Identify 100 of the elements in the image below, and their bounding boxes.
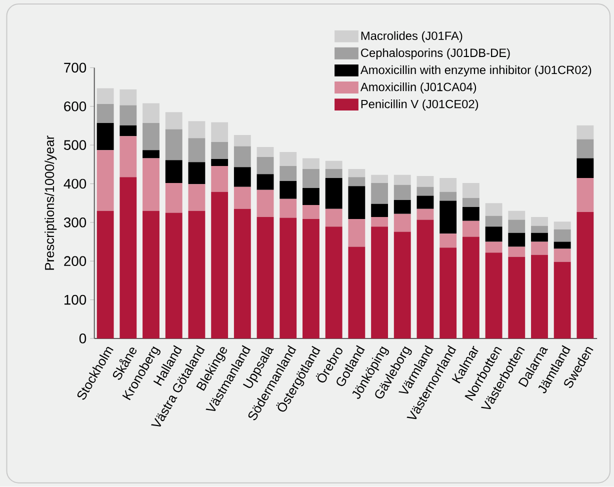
bar: [508, 220, 526, 233]
bar: [211, 142, 228, 160]
bar: [142, 103, 160, 124]
y-tick-label: 0: [79, 334, 86, 344]
bar: [576, 139, 594, 158]
bar: [234, 208, 251, 339]
bar: [325, 169, 342, 178]
legend-label: Amoxicillin (J01CA04): [360, 82, 476, 94]
bar: [531, 217, 548, 226]
bar: [280, 181, 297, 199]
y-tick-label: 700: [64, 62, 86, 73]
bar: [440, 192, 457, 201]
bar: [508, 256, 526, 339]
bar: [142, 150, 160, 158]
bar: [234, 135, 251, 146]
bar: [348, 169, 366, 178]
bar: [462, 183, 480, 198]
bar: [576, 178, 594, 212]
bar: [440, 178, 457, 192]
bar: [508, 232, 526, 247]
bar: [348, 186, 366, 220]
bar: [576, 212, 594, 339]
bar: [462, 236, 480, 339]
bar: [120, 105, 137, 126]
bar: [302, 205, 320, 220]
bar: [256, 174, 274, 190]
bar: [120, 89, 137, 106]
bar: [416, 186, 434, 196]
bar: [302, 219, 320, 339]
bar: [485, 203, 502, 216]
bar: [165, 212, 182, 339]
bar: [416, 220, 434, 339]
y-tick-label: 200: [64, 256, 86, 266]
bar: [394, 214, 411, 232]
legend-label: Cephalosporins (J01DB-DE): [361, 48, 510, 60]
bar: [96, 210, 114, 339]
bar: [256, 157, 274, 174]
bar: [188, 210, 206, 339]
bar: [280, 218, 297, 339]
bar: [508, 246, 526, 257]
bar: [554, 242, 571, 249]
bar: [256, 190, 274, 218]
bar: [142, 210, 160, 339]
legend-label: Amoxicillin with enzyme inhibitor (J01CR02): [360, 65, 592, 77]
bar: [234, 186, 251, 209]
bar: [554, 262, 571, 339]
y-tick-label: 100: [64, 294, 86, 305]
bar: [302, 169, 320, 188]
bar: [165, 183, 182, 213]
bar: [371, 183, 388, 204]
bar: [416, 196, 434, 209]
bar: [462, 207, 480, 221]
y-tick-label: 400: [64, 178, 86, 189]
bar: [280, 198, 297, 218]
bar: [256, 217, 274, 339]
bar: [325, 178, 342, 209]
bar: [120, 177, 137, 339]
bar: [325, 161, 342, 170]
legend-label: Penicillin V (J01CE02): [361, 100, 478, 111]
bar: [462, 198, 480, 208]
bar: [394, 174, 411, 185]
y-tick-label: 300: [64, 218, 86, 228]
bar: [508, 210, 526, 220]
bar: [280, 166, 297, 182]
bar: [531, 232, 548, 242]
bar: [142, 123, 160, 150]
bar: [302, 188, 320, 206]
bar: [96, 88, 114, 104]
bar: [211, 159, 228, 166]
bar: [165, 129, 182, 160]
bar: [96, 150, 114, 211]
bar: [485, 226, 502, 242]
bar: [348, 246, 366, 339]
bar: [348, 177, 366, 186]
bar: [394, 200, 411, 214]
bar: [211, 192, 228, 339]
bar: [371, 204, 388, 218]
bar: [188, 184, 206, 211]
bar: [188, 121, 206, 138]
bar: [348, 219, 366, 247]
bar: [394, 184, 411, 200]
bar: [371, 174, 388, 184]
bar: [554, 229, 571, 242]
bar: [440, 248, 457, 339]
bar: [325, 208, 342, 227]
bar: [440, 200, 457, 234]
bar: [120, 136, 137, 178]
bar: [371, 217, 388, 227]
bar: [416, 208, 434, 220]
bar: [120, 125, 137, 136]
bar: [576, 125, 594, 140]
bar: [440, 234, 457, 248]
bar: [188, 162, 206, 184]
bar: [302, 158, 320, 170]
bar: [485, 216, 502, 227]
bar: [280, 152, 297, 166]
legend-label: Macrolides (J01FA): [361, 31, 462, 42]
bar: [96, 123, 114, 150]
bar: [462, 220, 480, 237]
y-axis-title: Prescriptions/1000/year: [44, 136, 57, 270]
